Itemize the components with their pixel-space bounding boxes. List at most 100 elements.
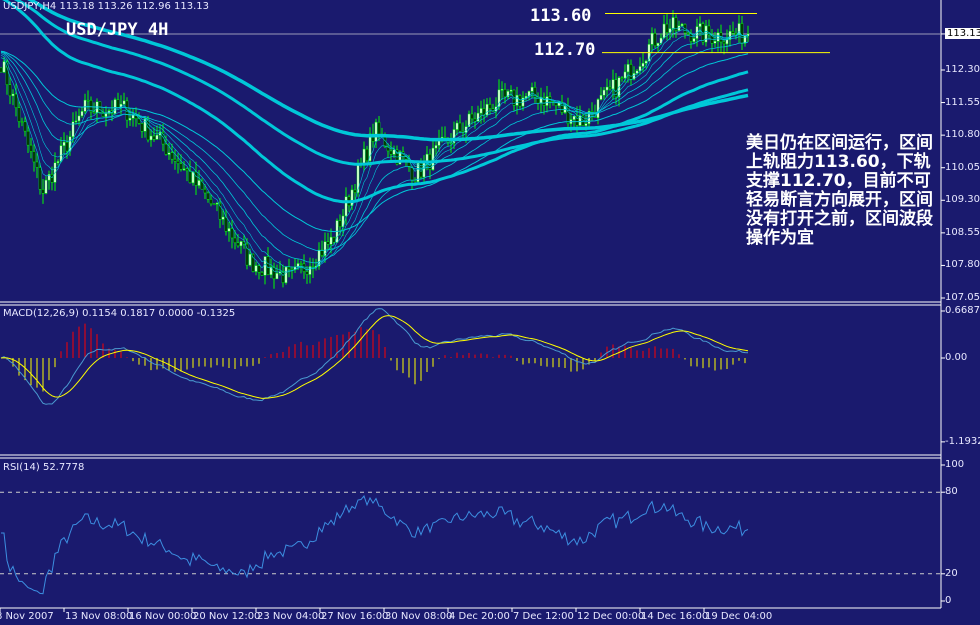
candle-body <box>713 41 717 44</box>
candle-body <box>140 123 144 132</box>
support-label: 112.70 <box>534 40 596 60</box>
candle-body <box>209 199 213 205</box>
candle-body <box>233 237 237 244</box>
candle-body <box>155 134 159 140</box>
price-tick-label: 111.55 <box>945 96 980 108</box>
candle-body <box>680 23 684 26</box>
candle-body <box>404 156 408 160</box>
candle-body <box>170 152 174 160</box>
candle-body <box>650 32 654 45</box>
candle-body <box>455 122 459 130</box>
candle-body <box>323 241 327 256</box>
candle-body <box>503 89 507 98</box>
candle-body <box>50 174 54 183</box>
candle-body <box>221 216 225 220</box>
candle-body <box>188 170 192 184</box>
price-tick-label: 110.05 <box>945 161 980 173</box>
candle-body <box>518 95 522 107</box>
candle-body <box>542 97 546 106</box>
candle-body <box>353 189 357 193</box>
candle-body <box>20 121 24 123</box>
candle-body <box>575 115 579 126</box>
rsi-tick-label: 20 <box>945 567 958 579</box>
candle-body <box>284 266 288 284</box>
candle-body <box>722 41 726 45</box>
candle-body <box>434 145 438 149</box>
candle-body <box>470 113 474 120</box>
moving-average-line <box>0 33 749 269</box>
candle-body <box>686 32 690 35</box>
candle-body <box>173 158 177 162</box>
candle-body <box>38 167 42 190</box>
time-tick-label: 8 Nov 2007 <box>0 611 54 622</box>
time-tick-label: 4 Dec 20:00 <box>449 611 510 622</box>
candle-body <box>197 180 201 186</box>
candle-body <box>14 93 18 108</box>
candle-body <box>365 148 369 162</box>
price-tick-label: 107.80 <box>945 259 980 271</box>
candle-body <box>116 99 120 109</box>
candle-body <box>71 121 75 137</box>
time-tick-label: 19 Dec 04:00 <box>705 611 773 622</box>
candle-body <box>398 151 402 165</box>
candle-body <box>584 123 588 126</box>
candle-body <box>371 133 375 142</box>
candle-body <box>674 17 678 31</box>
candle-body <box>137 118 141 124</box>
price-tick-label: 107.05 <box>945 292 980 303</box>
candle-body <box>329 236 333 245</box>
candle-body <box>560 101 564 113</box>
chart-title: USD/JPY 4H <box>66 20 169 40</box>
candle-body <box>74 120 78 123</box>
candle-body <box>485 104 489 116</box>
candle-body <box>311 266 315 268</box>
candle-body <box>65 141 69 152</box>
candle-body <box>128 117 132 121</box>
candle-body <box>605 86 609 91</box>
macd-tick-label: -1.1932 <box>945 435 980 447</box>
candle-body <box>692 38 696 42</box>
time-tick-label: 27 Nov 16:00 <box>321 611 389 622</box>
candle-body <box>671 17 675 29</box>
moving-average-line <box>0 50 749 233</box>
candle-body <box>62 141 66 146</box>
candle-body <box>83 99 87 112</box>
rsi-title: RSI(14) 52.7778 <box>3 462 85 473</box>
candle-body <box>368 133 372 162</box>
candle-body <box>572 115 576 120</box>
candle-body <box>227 228 231 232</box>
candle-body <box>29 144 33 152</box>
candle-body <box>602 89 606 96</box>
candle-body <box>344 196 348 217</box>
macd-tick-label: 0.00 <box>945 352 968 363</box>
macd-signal-line <box>0 315 749 399</box>
time-tick-label: 20 Nov 12:00 <box>193 611 261 622</box>
candle-body <box>464 126 468 133</box>
moving-average-line <box>0 26 749 276</box>
candle-body <box>326 241 330 245</box>
candle-body <box>644 60 648 64</box>
candle-body <box>716 32 720 42</box>
candle-body <box>653 32 657 47</box>
resistance-label: 113.60 <box>530 6 592 26</box>
candle-body <box>623 71 627 79</box>
candle-body <box>149 135 153 141</box>
candle-body <box>545 96 549 106</box>
candle-body <box>467 113 471 127</box>
candle-body <box>254 265 258 272</box>
rsi-tick-label: 100 <box>945 459 965 470</box>
candle-body <box>245 243 249 266</box>
candle-body <box>194 171 198 186</box>
analysis-note: 美日仍在区间运行，区间上轨阻力113.60，下轨支撑112.70，目前不可轻易断… <box>746 133 933 248</box>
time-tick-label: 13 Nov 08:00 <box>65 611 133 622</box>
candle-body <box>101 112 105 117</box>
price-tick-label: 108.55 <box>945 226 980 238</box>
candle-body <box>350 189 354 207</box>
candle-body <box>146 118 150 141</box>
candle-body <box>668 28 672 33</box>
candle-body <box>635 70 639 74</box>
candle-body <box>308 266 312 275</box>
candle-body <box>275 273 279 280</box>
